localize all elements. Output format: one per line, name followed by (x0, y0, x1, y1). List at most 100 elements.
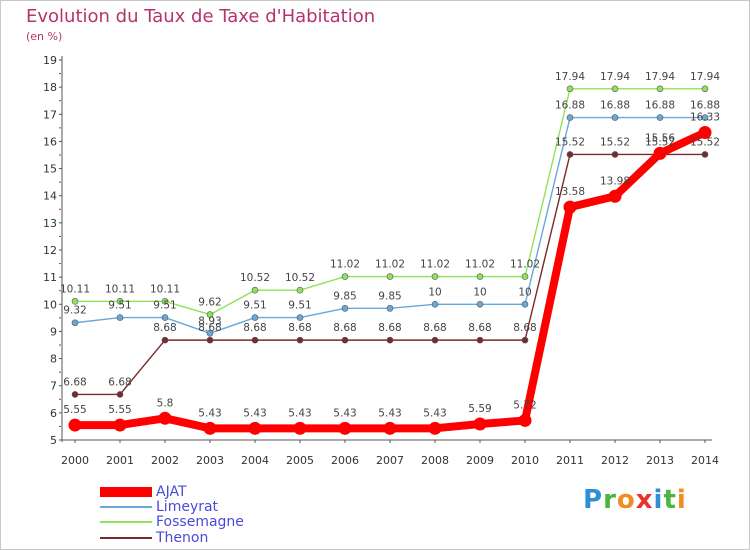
data-label-limeyrat: 9.85 (333, 290, 356, 302)
logo-letter: i (653, 485, 664, 515)
y-tick-label: 13 (43, 217, 57, 230)
x-tick-label: 2011 (556, 454, 584, 467)
x-tick-label: 2000 (61, 454, 89, 467)
point-limeyrat (251, 314, 259, 321)
y-tick-label: 18 (43, 81, 57, 94)
y-tick-label: 12 (43, 244, 57, 257)
point-fossemagne (521, 273, 529, 280)
data-label-ajat: 5.55 (63, 404, 86, 416)
legend-label-limeyrat: Limeyrat (156, 499, 219, 515)
x-tick-label: 2003 (196, 454, 224, 467)
data-label-fossemagne: 10.11 (60, 283, 90, 295)
data-label-ajat: 16.33 (690, 111, 720, 123)
data-label-ajat: 5.43 (333, 407, 356, 419)
logo-letter: i (676, 485, 687, 515)
data-label-ajat: 5.43 (423, 407, 446, 419)
x-tick-label: 2013 (646, 454, 674, 467)
point-limeyrat (206, 330, 214, 337)
point-limeyrat (116, 314, 124, 321)
point-fossemagne (341, 273, 349, 280)
data-label-limeyrat: 16.88 (690, 100, 720, 112)
x-tick-label: 2007 (376, 454, 404, 467)
logo-letter: r (603, 485, 617, 515)
y-tick-label: 8 (50, 353, 57, 366)
data-label-thenon: 8.68 (288, 322, 311, 334)
data-label-ajat: 5.59 (468, 403, 491, 415)
data-label-thenon: 15.52 (690, 136, 720, 148)
legend-swatch-limeyrat (100, 506, 152, 508)
x-tick-label: 2014 (691, 454, 719, 467)
legend-item-ajat[interactable]: AJAT (100, 484, 187, 500)
y-tick-label: 17 (43, 108, 57, 121)
point-thenon (71, 391, 79, 398)
point-fossemagne (71, 297, 79, 305)
data-label-limeyrat: 10 (428, 286, 441, 298)
data-label-limeyrat: 9.51 (153, 300, 176, 312)
data-label-fossemagne: 11.02 (375, 259, 405, 271)
point-fossemagne (386, 273, 394, 280)
point-thenon (701, 151, 709, 158)
point-thenon (521, 336, 529, 344)
point-fossemagne (431, 273, 439, 280)
y-tick-label: 6 (50, 407, 57, 420)
y-tick-label: 10 (43, 298, 57, 311)
data-label-fossemagne: 10.11 (150, 283, 180, 295)
data-label-ajat: 5.55 (108, 404, 131, 416)
data-label-thenon: 6.68 (108, 376, 131, 388)
point-ajat (563, 200, 577, 214)
logo-letter: x (635, 485, 654, 515)
data-label-ajat: 5.43 (288, 407, 311, 419)
data-label-fossemagne: 10.52 (240, 272, 270, 284)
data-label-fossemagne: 11.02 (420, 259, 450, 271)
point-limeyrat (476, 300, 484, 308)
point-limeyrat (656, 114, 664, 121)
y-tick-label: 5 (50, 434, 57, 447)
point-ajat (698, 125, 712, 139)
series-markers (68, 85, 712, 435)
legend-item-thenon[interactable]: Thenon (100, 530, 208, 546)
data-label-limeyrat: 9.85 (378, 290, 401, 302)
legend-item-limeyrat[interactable]: Limeyrat (100, 499, 218, 515)
data-label-ajat: 15.56 (645, 132, 675, 144)
point-thenon (251, 336, 259, 344)
point-ajat (158, 411, 172, 425)
point-fossemagne (206, 311, 214, 318)
legend-item-fossemagne[interactable]: Fossemagne (100, 514, 244, 530)
data-label-fossemagne: 11.02 (330, 259, 360, 271)
data-label-limeyrat: 10 (473, 286, 486, 298)
data-label-thenon: 8.68 (243, 322, 266, 334)
legend-swatch-thenon (100, 537, 152, 539)
point-fossemagne (656, 85, 664, 93)
x-tick-label: 2010 (511, 454, 539, 467)
point-fossemagne (476, 273, 484, 280)
data-label-fossemagne: 17.94 (600, 71, 630, 83)
data-labels: 6.68 6.68 8.68 8.68 8.68 8.68 8.68 8.68 8.68 8.68… (60, 71, 720, 420)
data-label-thenon: 8.68 (513, 322, 536, 334)
data-label-limeyrat: 9.51 (288, 300, 311, 312)
logo-letter: t (663, 485, 677, 515)
proxiti-logo: Proxiti (583, 485, 687, 515)
data-label-fossemagne: 10.52 (285, 272, 315, 284)
point-limeyrat (701, 114, 709, 121)
point-fossemagne (116, 297, 124, 305)
y-tick-label: 7 (50, 380, 57, 393)
x-tick-label: 2006 (331, 454, 359, 467)
point-thenon (566, 151, 574, 158)
point-thenon (476, 336, 484, 344)
point-limeyrat (386, 305, 394, 312)
point-ajat (203, 421, 217, 435)
data-label-limeyrat: 9.51 (243, 300, 266, 312)
data-label-ajat: 13.98 (600, 175, 630, 187)
data-label-ajat: 5.43 (243, 407, 266, 419)
logo-letter: o (616, 485, 636, 515)
data-label-thenon: 15.52 (645, 136, 675, 148)
data-label-ajat: 5.72 (513, 399, 536, 411)
data-label-ajat: 5.43 (378, 407, 401, 419)
point-ajat (113, 418, 127, 432)
point-fossemagne (566, 85, 574, 93)
data-label-thenon: 15.52 (555, 136, 585, 148)
point-ajat (383, 421, 397, 435)
point-limeyrat (161, 314, 169, 321)
point-fossemagne (296, 286, 304, 294)
